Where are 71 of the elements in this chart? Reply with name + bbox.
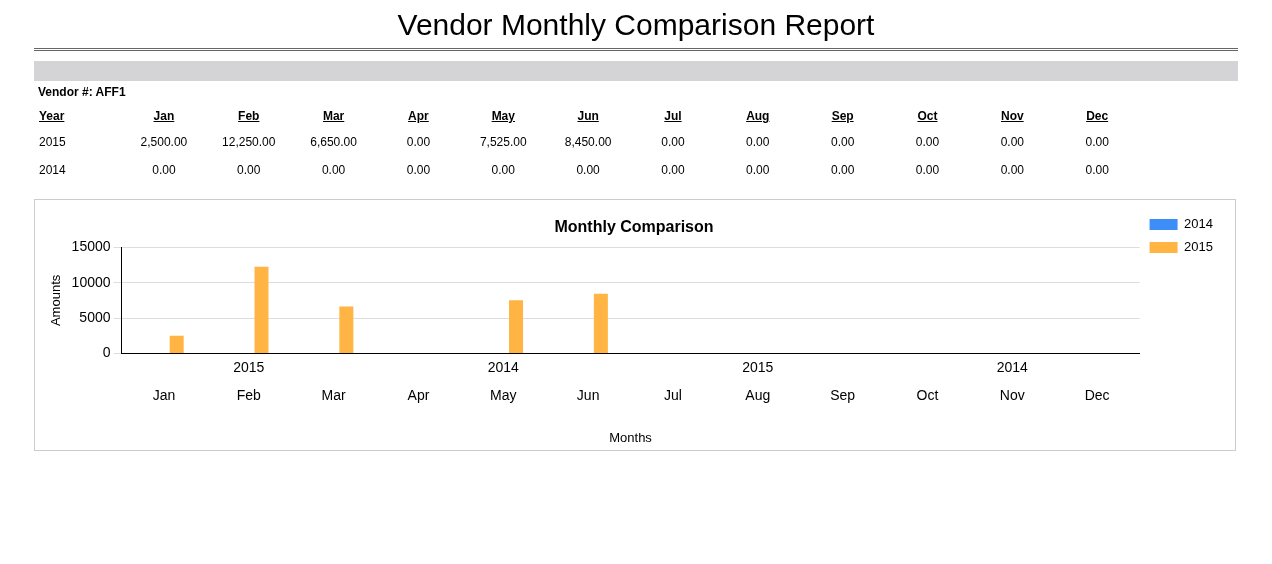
x-tick-label: Mar [321,386,347,403]
x-tick-label: Dec [1084,386,1110,403]
category-label: Feb [238,109,260,123]
y-tick-label: 10000 [71,273,111,290]
category-label: Jan [153,109,175,123]
y-tick-label: 0 [102,344,111,361]
category-label: Jun [577,109,599,123]
category-label: Jul [664,109,682,123]
y-axis-title: Amounts [48,274,64,327]
x-tick-label: Jan [152,386,176,403]
data-label: 12,250.00 [221,135,277,149]
data-label: 6,650.00 [309,135,358,149]
data-label: 0.00 [660,135,686,149]
text: 2014 [996,359,1029,376]
data-label: 0.00 [914,163,941,177]
data-label: 0.00 [745,163,771,177]
y-tick-label: 5000 [79,308,111,325]
category-label: Sep [831,109,854,123]
bar [339,306,354,354]
text: 2014 [39,163,66,177]
x-tick-label: Feb [236,386,262,403]
data-label: 0.00 [999,163,1025,177]
text: 2015 [233,359,265,376]
data-label: 0.00 [1084,163,1110,177]
category-label: Dec [1086,109,1109,123]
data-label: 0.00 [236,163,262,177]
data-label: 0.00 [405,163,432,177]
x-tick-label: Apr [407,386,430,403]
x-tick-label: Aug [745,386,771,403]
x-tick-label: Nov [999,386,1025,403]
x-tick-label: Jul [664,386,682,403]
category-label: Aug [746,109,770,123]
data-label: 0.00 [829,135,856,149]
data-label: 0.00 [914,135,941,149]
text: 2015 [39,135,66,149]
legend-label: 2015 [1184,239,1213,255]
x-tick-label: Oct [916,386,939,403]
x-axis-title: Months [609,429,653,445]
data-label: 0.00 [405,135,432,149]
category-label: May [491,109,515,123]
bar [254,266,269,354]
text: Year [39,109,65,123]
data-label: 0.00 [745,135,771,149]
bar [593,293,608,354]
category-label: Oct [917,109,938,123]
data-label: 2,500.00 [139,135,189,149]
legend-label: 2014 [1184,216,1213,232]
text: 2015 [742,359,774,376]
category-label: Apr [408,109,429,123]
data-label: 0.00 [490,163,516,177]
chart-title: Vendor Monthly Comparison Report [396,8,876,42]
chart-subtitle: Monthly Comparison [554,218,714,236]
x-tick-label: Jun [576,386,600,403]
category-label: Mar [322,109,345,123]
bar [169,335,184,354]
text: Vendor #: AFF1 [38,85,127,99]
data-label: 7,525.00 [478,135,528,149]
x-tick-label: Sep [830,386,856,403]
data-label: 0.00 [575,163,601,177]
data-label: 0.00 [829,163,856,177]
data-label: 0.00 [320,163,347,177]
x-tick-label: May [490,386,517,403]
data-label: 0.00 [1084,135,1110,149]
category-label: Nov [1000,109,1024,123]
text: 2014 [487,359,520,376]
data-label: 0.00 [999,135,1025,149]
y-tick-label: 15000 [71,238,111,255]
data-label: 0.00 [151,163,177,177]
data-label: 0.00 [660,163,686,177]
data-label: 8,450.00 [563,135,613,149]
bar [509,300,524,354]
